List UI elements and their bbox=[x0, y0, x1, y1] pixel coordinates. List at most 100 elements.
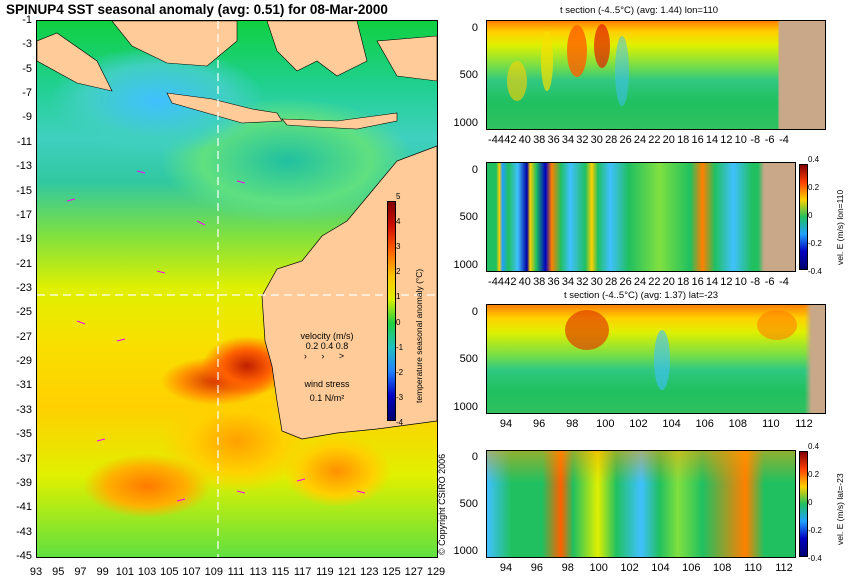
section-x-tick: 24 bbox=[633, 134, 647, 146]
section-x-tick: 106 bbox=[682, 562, 701, 574]
longitude-tick: 95 bbox=[52, 566, 65, 578]
section-x-tick: 30 bbox=[590, 134, 603, 146]
longitude-tick: 101 bbox=[115, 566, 135, 578]
panel4-colorbar-label: vel. E (m/s) lat=-23 bbox=[835, 473, 845, 545]
sst-colorbar-tick: 0 bbox=[396, 317, 401, 327]
longitude-tick: 125 bbox=[382, 566, 401, 578]
sst-colorbar-tick: 3 bbox=[396, 242, 401, 252]
section-x-tick: 12 bbox=[720, 134, 733, 146]
section-x-tick: 102 bbox=[620, 562, 639, 574]
panel1-title: t section (-4..5°C) (avg: 1.44) lon=110 bbox=[560, 5, 719, 16]
section-x-tick: 112 bbox=[795, 418, 813, 430]
section-x-tick: 94 bbox=[499, 418, 513, 430]
sst-colorbar-tick: -2 bbox=[396, 367, 404, 377]
longitude-tick: 105 bbox=[160, 566, 179, 578]
section-x-tick: 28 bbox=[605, 276, 618, 288]
section-x-tick: 20 bbox=[662, 134, 675, 146]
section-x-tick: 34 bbox=[561, 276, 575, 288]
section-x-tick: -6 bbox=[764, 276, 775, 288]
section-y-tick: 500 bbox=[459, 498, 478, 511]
section-x-tick: 104 bbox=[651, 562, 670, 574]
sst-colorbar-tick: 2 bbox=[396, 267, 401, 277]
panel1-y-ticks: 0 500 1000 bbox=[440, 20, 482, 129]
longitude-tick: 107 bbox=[182, 566, 201, 578]
panel3-x-ticks: 94 96 98 100 102 104 106 108 110 112 bbox=[486, 418, 824, 432]
section-y-tick: 0 bbox=[471, 305, 478, 318]
latitude-ticks: -1 -3 -5 -7 -9 -11 -13 -15 -17 -19 -21 -23 -25 -27 -29… bbox=[0, 14, 34, 562]
latitude-tick: -29 bbox=[16, 355, 32, 368]
panel1-features bbox=[507, 24, 629, 106]
section-y-tick: 0 bbox=[471, 163, 478, 176]
longitude-tick: 123 bbox=[360, 566, 379, 578]
panel2-vel-section-lon[interactable] bbox=[486, 162, 796, 272]
section-x-tick: 24 bbox=[633, 276, 647, 288]
latitude-tick: -15 bbox=[16, 184, 32, 197]
velocity-colorbar-tick: -0.4 bbox=[808, 267, 822, 276]
latitude-tick: -27 bbox=[16, 330, 32, 343]
sst-colorbar-tick: -1 bbox=[396, 342, 404, 352]
section-x-tick: 34 bbox=[561, 134, 575, 146]
panel3-y-ticks: 0 500 1000 bbox=[440, 304, 482, 413]
section-x-tick: 22 bbox=[648, 276, 661, 288]
longitude-tick: 117 bbox=[293, 566, 312, 578]
section-x-tick: 22 bbox=[648, 134, 661, 146]
velocity-colorbar-tick: 0.2 bbox=[808, 470, 820, 479]
panel2-y-ticks: 0 500 1000 bbox=[440, 162, 482, 271]
section-x-tick: 10 bbox=[734, 134, 747, 146]
velocity-legend-values: 0.2 0.4 0.8 bbox=[305, 341, 349, 351]
latitude-tick: -3 bbox=[22, 38, 32, 51]
section-x-tick: 102 bbox=[629, 418, 648, 430]
section-x-tick: 100 bbox=[589, 562, 608, 574]
section-y-tick: 1000 bbox=[453, 544, 478, 557]
longitude-ticks: 93 95 97 99 101 103 105 107 109 111 113 115 117 119 12… bbox=[30, 566, 445, 580]
section-y-tick: 500 bbox=[459, 69, 478, 82]
sumatra-land bbox=[37, 32, 113, 92]
sst-map[interactable]: 5 4 3 2 1 0 -1 -2 -3 -4 temperature seasonal anom… bbox=[36, 20, 438, 558]
section-x-tick: -8 bbox=[750, 134, 761, 146]
section-x-tick: 42 bbox=[504, 276, 517, 288]
section-y-tick: 1000 bbox=[453, 400, 478, 413]
latitude-tick: -23 bbox=[16, 282, 32, 294]
section-x-tick: 110 bbox=[762, 418, 780, 430]
latitude-tick: -45 bbox=[16, 550, 32, 562]
panel1-temp-section-lon[interactable] bbox=[486, 20, 826, 130]
velocity-vectors bbox=[66, 170, 366, 502]
panel4-colorbar-ticks: 0.4 0.2 0 -0.2 -0.4 bbox=[808, 442, 834, 563]
section-x-tick: 10 bbox=[734, 276, 747, 288]
latitude-tick: -1 bbox=[22, 14, 32, 26]
longitude-tick: 115 bbox=[271, 566, 290, 578]
section-x-tick: -8 bbox=[750, 276, 761, 288]
longitude-tick: 103 bbox=[137, 566, 157, 578]
longitude-tick: 113 bbox=[249, 566, 267, 578]
panel3-title: t section (-4..5°C) (avg: 1.37) lat=-23 bbox=[564, 290, 719, 301]
panel3-temp-section-lat[interactable] bbox=[486, 304, 826, 414]
borneo-land bbox=[111, 21, 238, 67]
section-y-tick: 1000 bbox=[453, 116, 478, 129]
section-x-tick: 98 bbox=[561, 562, 574, 574]
sst-colorbar bbox=[387, 201, 396, 421]
latitude-tick: -33 bbox=[16, 403, 32, 416]
latitude-tick: -37 bbox=[16, 452, 32, 465]
sst-colorbar-tick: 1 bbox=[396, 292, 401, 302]
velocity-colorbar-tick: 0.2 bbox=[808, 183, 820, 192]
latitude-tick: -17 bbox=[16, 208, 32, 221]
velocity-colorbar-tick: -0.2 bbox=[808, 526, 822, 535]
java-land bbox=[166, 92, 283, 124]
sst-colorbar-tick: 5 bbox=[396, 192, 401, 201]
velocity-colorbar-tick: 0.4 bbox=[808, 155, 820, 164]
section-x-tick: 38 bbox=[533, 134, 546, 146]
wind-legend-label: wind stress bbox=[304, 379, 350, 389]
latitude-tick: -41 bbox=[16, 501, 32, 514]
section-x-tick: 42 bbox=[504, 134, 517, 146]
longitude-tick: 111 bbox=[227, 566, 245, 578]
section-x-tick: 12 bbox=[720, 276, 733, 288]
section-x-tick: 14 bbox=[705, 276, 719, 288]
panel4-x-ticks: 94 96 98 100 102 104 106 108 110 112 bbox=[486, 562, 824, 576]
latitude-tick: -13 bbox=[16, 160, 32, 173]
section-x-tick: 108 bbox=[713, 562, 732, 574]
section-x-tick: 36 bbox=[547, 134, 560, 146]
velocity-arrow-icons: › › > bbox=[303, 351, 351, 361]
map-title: SPINUP4 SST seasonal anomaly (avg: 0.51)… bbox=[6, 2, 388, 17]
panel4-vel-section-lat[interactable] bbox=[486, 450, 796, 558]
velocity-legend-label: velocity (m/s) bbox=[300, 331, 354, 341]
